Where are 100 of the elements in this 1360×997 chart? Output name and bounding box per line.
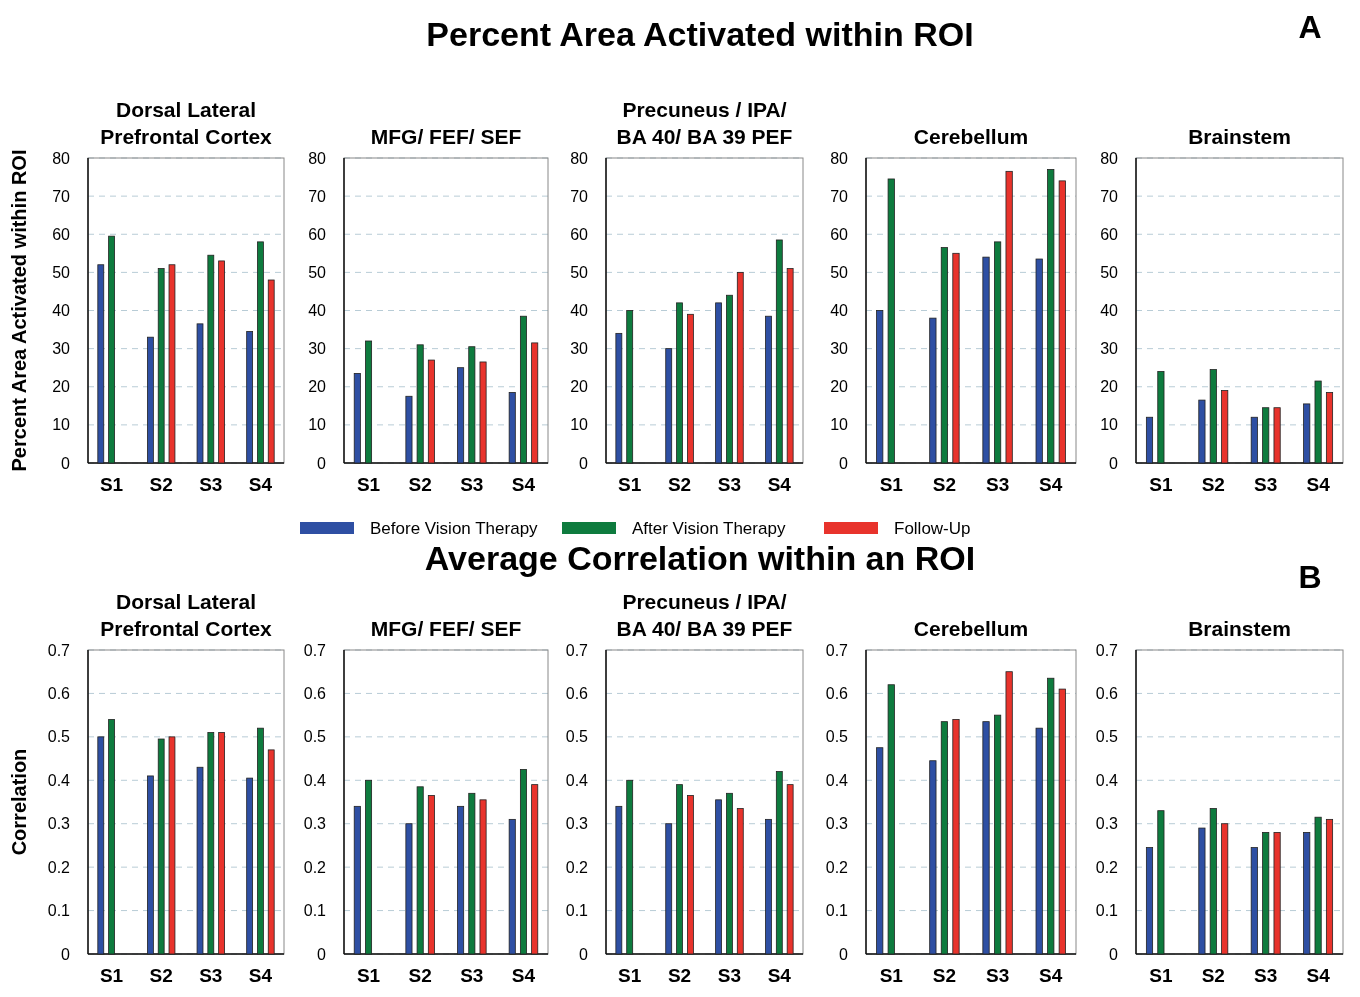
y-tick-label: 0.6: [825, 685, 849, 703]
bar: [246, 777, 254, 955]
y-tick-label: 50: [308, 263, 327, 281]
bar: [531, 784, 539, 955]
bar: [715, 799, 722, 955]
bar: [207, 254, 215, 464]
bar: [952, 719, 960, 955]
y-tick-label: 30: [1100, 340, 1119, 358]
bar: [994, 241, 1002, 464]
x-tick-label: S1: [879, 965, 904, 986]
bar: [715, 302, 722, 464]
bar: [665, 348, 673, 464]
y-tick-label: 0.6: [1095, 685, 1119, 703]
bar: [952, 252, 960, 464]
bar: [519, 315, 527, 464]
x-tick-label: S2: [408, 965, 432, 986]
bar: [479, 361, 487, 464]
bar: [786, 784, 794, 955]
y-tick-label: 0.3: [303, 815, 327, 833]
y-tick-label: 50: [52, 263, 71, 281]
y-tick-label: 0.7: [47, 641, 71, 659]
x-tick-label: S2: [149, 474, 173, 495]
y-tick-label: 20: [830, 378, 849, 396]
bar: [1035, 258, 1043, 464]
x-tick-label: S1: [356, 965, 381, 986]
y-tick-label: 0.2: [47, 858, 71, 876]
bar: [1303, 832, 1311, 955]
bar: [427, 795, 435, 955]
bar: [196, 766, 204, 955]
bar: [519, 769, 527, 955]
y-tick-label: 40: [570, 302, 589, 320]
bar: [196, 323, 204, 464]
y-tick-label: 0.1: [565, 902, 589, 920]
y-tick-label: 30: [830, 340, 849, 358]
y-tick-label: 0.2: [825, 858, 849, 876]
y-tick-label: 0.4: [825, 771, 849, 789]
y-tick-label: 0: [579, 945, 589, 963]
bar: [615, 332, 623, 464]
bar: [1145, 847, 1154, 955]
bar: [405, 823, 413, 955]
chart-title: MFG/ FEF/ SEF: [370, 617, 522, 640]
x-tick-label: S3: [199, 965, 223, 986]
y-tick-label: 0: [579, 454, 589, 472]
y-tick-label: 80: [830, 149, 849, 167]
bar: [157, 738, 165, 955]
x-tick-label: S3: [717, 474, 742, 495]
bar: [468, 792, 476, 955]
x-tick-label: S2: [408, 474, 432, 495]
y-tick-label: 0.3: [47, 815, 71, 833]
y-tick-label: 0.5: [825, 728, 849, 746]
y-tick-label: 60: [830, 225, 849, 243]
y-tick-label: 0.1: [1095, 902, 1119, 920]
x-tick-label: S1: [99, 474, 124, 495]
bar: [508, 818, 516, 955]
x-tick-label: S3: [460, 474, 484, 495]
chart-title: Cerebellum: [913, 125, 1029, 148]
bar: [468, 346, 476, 464]
bar: [1157, 810, 1165, 955]
y-tick-label: 0: [317, 454, 327, 472]
x-tick-label: S4: [511, 474, 536, 495]
bar: [726, 294, 733, 464]
bar: [168, 736, 176, 955]
y-tick-label: 80: [52, 149, 71, 167]
y-tick-label: 50: [830, 263, 849, 281]
chart-title: Brainstem: [1188, 125, 1291, 148]
x-tick-label: S2: [149, 965, 173, 986]
bar: [1303, 403, 1311, 464]
bar: [365, 340, 373, 464]
y-tick-label: 0.2: [1095, 858, 1119, 876]
x-tick-label: S1: [1149, 474, 1173, 495]
x-tick-label: S4: [767, 965, 792, 986]
y-tick-label: 0.4: [1095, 771, 1119, 789]
bar: [1221, 823, 1229, 955]
x-tick-label: S1: [618, 474, 642, 495]
x-tick-label: S1: [618, 965, 642, 986]
y-tick-label: 20: [308, 378, 327, 396]
x-tick-label: S2: [667, 965, 692, 986]
bar: [246, 331, 254, 464]
bar: [218, 732, 225, 955]
x-tick-label: S4: [767, 474, 792, 495]
text: Percent Area Activated within ROI: [426, 15, 974, 53]
bar: [887, 178, 895, 464]
bar: [775, 239, 783, 464]
bar: [508, 392, 516, 464]
y-tick-label: 0.1: [303, 902, 327, 920]
y-tick-label: 0.3: [825, 815, 849, 833]
bar: [416, 786, 424, 955]
bar: [994, 714, 1002, 955]
bar: [1198, 827, 1206, 955]
bar: [736, 808, 744, 955]
y-tick-label: 0.6: [303, 685, 327, 703]
x-tick-label: S2: [932, 474, 957, 495]
y-tick-label: 0.5: [1095, 728, 1119, 746]
x-tick-label: S3: [717, 965, 742, 986]
bar: [1314, 816, 1322, 955]
y-tick-label: 10: [308, 416, 327, 434]
y-tick-label: 0.6: [565, 685, 589, 703]
x-tick-label: S4: [248, 965, 273, 986]
x-tick-label: S3: [985, 965, 1010, 986]
bar: [676, 302, 683, 464]
